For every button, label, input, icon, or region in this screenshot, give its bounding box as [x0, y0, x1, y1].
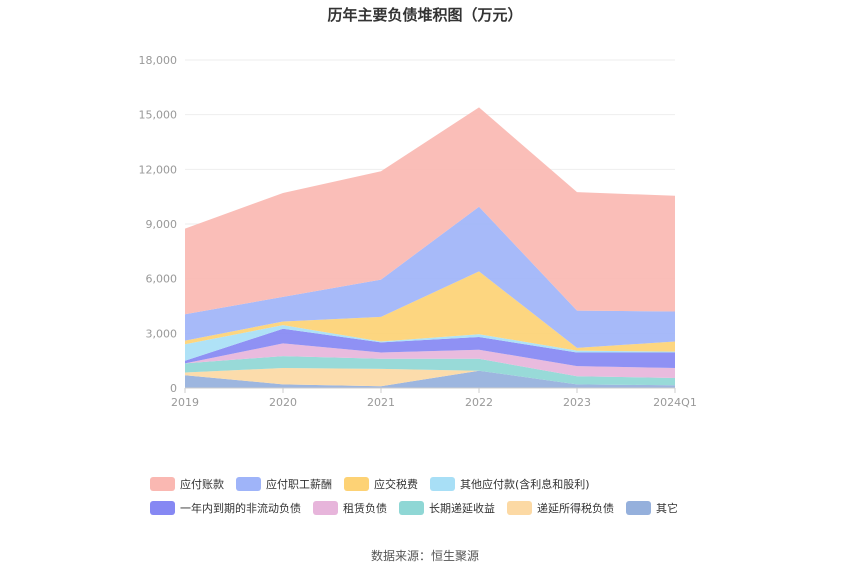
area-series-8: [185, 206, 675, 348]
x-tick-label: 2021: [367, 396, 395, 409]
legend-swatch: [507, 501, 532, 515]
legend-item[interactable]: 租赁负债: [313, 500, 387, 516]
area-series-7: [185, 271, 675, 352]
legend-swatch: [399, 501, 424, 515]
x-tick-label: 2022: [465, 396, 493, 409]
area-layer: [185, 107, 675, 388]
y-tick-label: 15,000: [139, 109, 178, 122]
legend-swatch: [150, 501, 175, 515]
legend-label: 应交税费: [374, 478, 418, 491]
legend-item[interactable]: 应付职工薪酬: [236, 476, 332, 492]
legend-item[interactable]: 应交税费: [344, 476, 418, 492]
legend-item[interactable]: 递延所得税负债: [507, 500, 614, 516]
y-tick-label: 0: [170, 382, 177, 395]
legend-swatch: [430, 477, 455, 491]
legend-item[interactable]: 长期递延收益: [399, 500, 495, 516]
legend-row-1: 应付账款 应付职工薪酬 应交税费 其他应付款(含利息和股利): [150, 472, 770, 496]
legend-item[interactable]: 应付账款: [150, 476, 224, 492]
legend-label: 一年内到期的非流动负债: [180, 502, 301, 515]
legend-item[interactable]: 一年内到期的非流动负债: [150, 500, 301, 516]
legend-swatch: [150, 477, 175, 491]
legend-label: 其他应付款(含利息和股利): [460, 478, 590, 491]
area-series-9: [185, 107, 675, 315]
x-tick-label: 2023: [563, 396, 591, 409]
y-tick-label: 9,000: [146, 218, 178, 231]
legend-swatch: [313, 501, 338, 515]
x-tick-label: 2024Q1: [653, 396, 697, 409]
legend-label: 租赁负债: [343, 502, 387, 515]
legend-swatch: [236, 477, 261, 491]
area-series-3: [185, 356, 675, 386]
axis-layer: 0 3,000 6,000 9,000 12,000 15,000 18,000 2019 20…: [139, 54, 697, 409]
legend-swatch: [344, 477, 369, 491]
y-tick-label: 6,000: [146, 273, 178, 286]
legend-label: 应付职工薪酬: [266, 478, 332, 491]
area-series-1: [185, 370, 675, 388]
source-note: 数据来源：恒生聚源: [370, 549, 479, 563]
chart-legend: 应付账款 应付职工薪酬 应交税费 其他应付款(含利息和股利) 一年内到期的非流动负债 租…: [150, 472, 770, 520]
legend-row-2: 一年内到期的非流动负债 租赁负债 长期递延收益 递延所得税负债 其它: [150, 496, 770, 520]
area-series-5: [185, 328, 675, 368]
legend-swatch: [626, 501, 651, 515]
legend-item[interactable]: 其它: [626, 500, 678, 516]
area-series-2: [185, 368, 675, 387]
chart-title: 历年主要负债堆积图（万元）: [327, 6, 523, 24]
legend-label: 长期递延收益: [429, 502, 495, 515]
legend-label: 应付账款: [180, 478, 224, 491]
legend-label: 其它: [656, 502, 678, 515]
legend-item[interactable]: 其他应付款(含利息和股利): [430, 476, 590, 492]
x-tick-label: 2019: [171, 396, 199, 409]
y-tick-label: 3,000: [146, 327, 178, 340]
x-tick-label: 2020: [269, 396, 297, 409]
area-series-4: [185, 343, 675, 378]
y-tick-label: 18,000: [139, 54, 178, 67]
legend-label: 递延所得税负债: [537, 502, 614, 515]
y-tick-label: 12,000: [139, 163, 178, 176]
